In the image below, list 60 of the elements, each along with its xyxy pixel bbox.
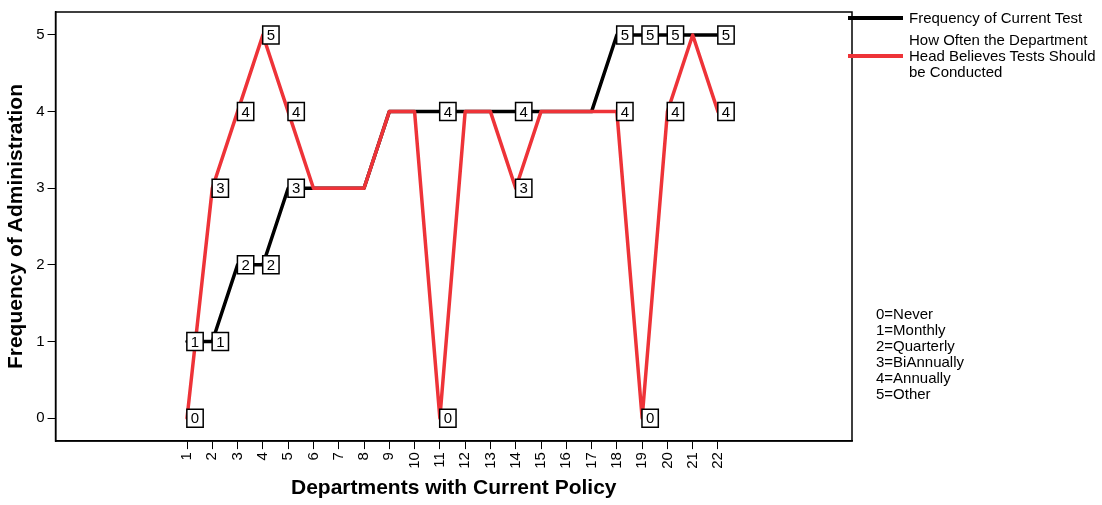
x-tick-label: 13 — [480, 452, 498, 469]
x-tick-label: 17 — [581, 452, 599, 469]
text: 1=Monthly — [876, 321, 947, 338]
data-label: 2 — [266, 256, 276, 274]
x-tick-label: 18 — [607, 452, 624, 469]
x-tick-label: 3 — [227, 452, 245, 461]
data-label: 3 — [519, 179, 528, 197]
data-label: 4 — [671, 102, 680, 120]
x-tick-label: 16 — [556, 452, 574, 469]
x-tick-label: 9 — [379, 452, 397, 461]
data-label: 4 — [519, 102, 528, 120]
x-tick-label: 2 — [202, 452, 220, 461]
data-label: 0 — [443, 409, 453, 427]
data-label: 1 — [190, 332, 200, 350]
text: 2=Quarterly — [876, 337, 956, 354]
x-tick-label: 7 — [328, 452, 346, 461]
data-label: 4 — [721, 102, 731, 120]
data-label: 5 — [645, 26, 655, 44]
x-tick-label: 12 — [455, 452, 473, 469]
x-tick-label: 21 — [682, 452, 700, 469]
x-tick-label: 20 — [657, 452, 675, 469]
y-tick-label: 3 — [36, 178, 45, 196]
y-tick-label: 4 — [36, 101, 45, 119]
x-axis-title: Departments with Current Policy — [290, 475, 617, 499]
data-label: 4 — [241, 102, 250, 120]
x-tick-label: 6 — [303, 452, 321, 461]
data-label: 5 — [721, 26, 731, 44]
text: 5=Other — [876, 385, 931, 402]
y-tick-label: 5 — [36, 25, 45, 43]
legend-label: Frequency of Current Test — [909, 9, 1083, 26]
y-tick-label: 2 — [36, 255, 45, 273]
data-label: 4 — [291, 102, 301, 120]
y-tick-label: 1 — [36, 331, 45, 349]
x-tick-label: 5 — [278, 452, 296, 461]
data-label: 4 — [620, 102, 630, 120]
x-tick-label: 22 — [708, 452, 726, 469]
data-label: 0 — [190, 409, 200, 427]
x-tick-label: 15 — [531, 452, 549, 469]
data-label: 5 — [266, 26, 276, 44]
data-label: 2 — [241, 256, 250, 274]
y-axis-title: Frequency of Administration — [3, 84, 27, 370]
data-label: 4 — [443, 102, 453, 120]
data-label: 0 — [645, 409, 655, 427]
y-tick-label: 0 — [36, 408, 45, 426]
legend-label: How Often the Department Head Believes Tests Should be Conducted — [909, 31, 1097, 80]
data-label: 3 — [291, 179, 301, 197]
text: 0=Never — [876, 305, 935, 322]
data-label: 5 — [671, 26, 680, 44]
x-tick-label: 10 — [404, 452, 422, 469]
x-tick-label: 1 — [177, 452, 195, 461]
data-label: 3 — [216, 179, 225, 197]
x-tick-label: 11 — [430, 452, 448, 468]
text: 4=Annually — [876, 369, 951, 386]
x-tick-label: 8 — [354, 452, 372, 461]
data-label: 1 — [216, 332, 225, 350]
x-tick-label: 14 — [505, 452, 523, 469]
data-label: 5 — [620, 26, 630, 44]
x-tick-label: 4 — [253, 452, 271, 461]
text: 3=BiAnnually — [876, 353, 964, 370]
x-tick-label: 19 — [632, 452, 650, 469]
